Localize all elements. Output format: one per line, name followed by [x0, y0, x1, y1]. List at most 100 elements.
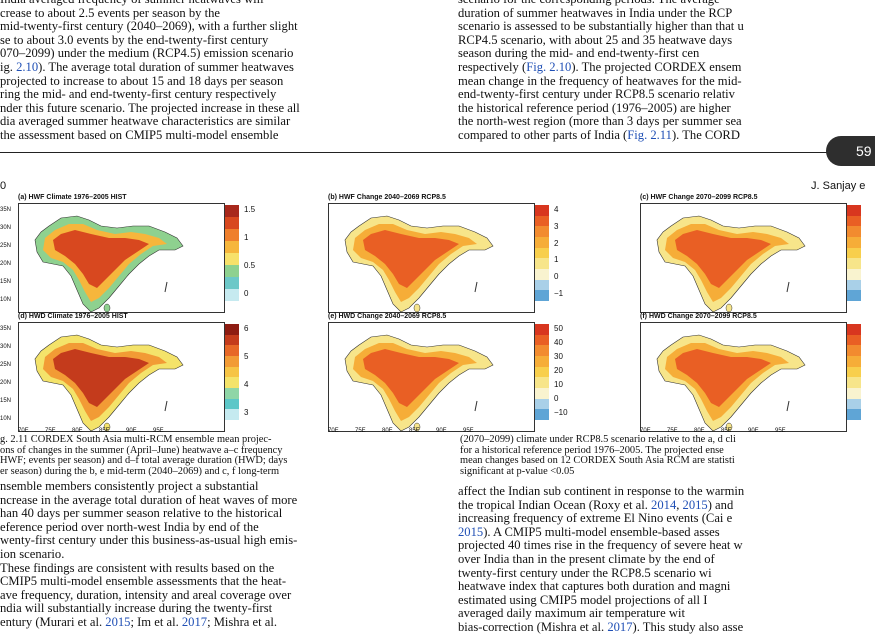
colorbar-swatch — [535, 398, 549, 410]
sri-lanka-shape — [413, 303, 421, 312]
colorbar-label: 1 — [244, 233, 249, 242]
colorbar-swatch — [847, 377, 861, 388]
colorbar-swatch — [847, 355, 861, 367]
colorbar-swatch — [535, 226, 549, 237]
colorbar-swatch — [847, 247, 861, 259]
longitude-label: 95E — [463, 428, 474, 434]
colorbar-swatch — [225, 377, 239, 388]
colorbar-swatch — [535, 279, 549, 291]
colorbar-swatch — [225, 229, 239, 241]
colorbar-swatch — [225, 366, 239, 378]
colorbar-swatch — [535, 268, 549, 280]
text-line: RCP4.5 scenario, with about 25 and 35 he… — [458, 32, 733, 47]
colorbar-label: 0.5 — [244, 261, 256, 270]
text-line: respectively (Fig. 2.10). The projected … — [458, 59, 742, 74]
text-line: the north-west region (more than 3 days … — [458, 114, 742, 129]
colorbar — [535, 324, 549, 420]
colorbar-swatch — [535, 290, 549, 301]
text-line: wenty-first century under this business-… — [0, 533, 298, 548]
text-line: projected 40 times rise in the frequency… — [458, 538, 743, 553]
figure-panel: (b) HWF Change 2040–2069 RCP8.5 4 3 2 1 0 −1 — [310, 194, 566, 317]
map-shading — [53, 230, 149, 288]
page-separator-rule — [0, 152, 840, 153]
page-number: 59 — [856, 143, 872, 159]
colorbar-label: 1 — [554, 255, 559, 265]
figure-caption-right: (2070–2099) climate under RCP8.5 scenari… — [460, 434, 736, 477]
colorbar-swatch — [847, 268, 861, 280]
india-map — [328, 322, 535, 432]
latitude-label: 35N — [0, 326, 12, 332]
andaman-islands-mark — [786, 400, 790, 412]
colorbar-swatch — [847, 236, 861, 248]
latitude-label: 25N — [0, 362, 12, 368]
longitude-label: 90E — [436, 428, 447, 434]
india-map — [18, 322, 225, 432]
text-line: averaged daily maximum air temperature w… — [458, 606, 685, 621]
panel-title: (f) HWD Change 2070–2099 RCP8.5 — [640, 313, 757, 320]
colorbar — [225, 324, 239, 420]
colorbar-swatch — [535, 258, 549, 269]
text-line: CMIP5 multi-model ensemble assessments t… — [0, 574, 287, 589]
text-line: han 40 days per summer season relative t… — [0, 506, 283, 521]
sri-lanka-shape — [725, 422, 733, 431]
colorbar — [225, 205, 239, 301]
running-head-right: J. Sanjay e — [811, 180, 866, 192]
colorbar-swatch — [225, 409, 239, 420]
longitude-label: 90E — [748, 428, 759, 434]
map-shading — [363, 230, 459, 288]
colorbar-label: −10 — [554, 408, 568, 417]
text-line: nsemble members consistently project a s… — [0, 480, 259, 493]
text-line: significant at p-value <0.05 — [460, 465, 575, 477]
text-line: scenario for the corresponding periods. … — [458, 0, 875, 7]
colorbar-swatch — [535, 247, 549, 259]
text-line: g. 2.11 CORDEX South Asia multi-RCM ense… — [0, 434, 272, 445]
longitude-label: 75E — [667, 428, 678, 434]
india-map — [640, 203, 847, 313]
page-number-tab: 59 — [826, 136, 875, 166]
colorbar-label: 50 — [554, 324, 563, 333]
longitude-label: 70E — [18, 428, 29, 434]
text-line: 2015). A CMIP5 multi-model ensemble-base… — [458, 524, 720, 539]
text-line: dia averaged summer heatwave characteris… — [0, 114, 291, 129]
colorbar-label: 3 — [244, 408, 249, 417]
colorbar-label: 4 — [244, 380, 249, 389]
colorbar-swatch — [225, 355, 239, 367]
latitude-label: 15N — [0, 279, 12, 285]
sri-lanka-shape — [103, 422, 111, 431]
colorbar-swatch — [225, 253, 239, 265]
andaman-islands-mark — [474, 400, 478, 412]
latitude-label: 20N — [0, 380, 12, 386]
colorbar-swatch — [535, 387, 549, 399]
text-line: (2070–2099) climate under RCP8.5 scenari… — [460, 434, 736, 445]
latitude-label: 30N — [0, 344, 12, 350]
andaman-islands-mark — [164, 281, 168, 293]
colorbar-label: 20 — [554, 366, 563, 375]
text-line: compared to other parts of India (Fig. 2… — [458, 127, 740, 142]
colorbar-swatch — [847, 398, 861, 410]
colorbar-swatch — [225, 324, 239, 335]
figure-panel: (a) HWF Climate 1976–2005 HIST 35N 30N 25N 2… — [0, 194, 256, 317]
colorbar-swatch — [847, 205, 861, 216]
longitude-label: 90E — [126, 428, 137, 434]
text-line: duration of summer heatwaves in India un… — [458, 5, 733, 20]
colorbar — [535, 205, 549, 301]
text-line: ncrease in the average total duration of… — [0, 492, 298, 507]
latitude-label: 25N — [0, 243, 12, 249]
figure-caption-left: g. 2.11 CORDEX South Asia multi-RCM ense… — [0, 434, 287, 477]
text-line: ndia will substantially increase during … — [0, 601, 273, 616]
colorbar-swatch — [225, 277, 239, 289]
text-line: India averaged frequency of summer heatw… — [0, 0, 440, 7]
longitude-label: 70E — [640, 428, 651, 434]
colorbar-swatch — [847, 290, 861, 301]
colorbar-swatch — [847, 258, 861, 269]
longitude-label: 75E — [45, 428, 56, 434]
colorbar-swatch — [225, 387, 239, 399]
colorbar-label: 0 — [244, 289, 249, 298]
text-line: affect the Indian sub continent in respo… — [458, 485, 745, 498]
text-line: estimated using CMIP5 model projections … — [458, 592, 708, 607]
text-line: se to about 3.0 events by the end-twenty… — [0, 32, 269, 47]
colorbar-swatch — [535, 324, 549, 335]
text-line: mean changes based on 12 CORDEX South As… — [460, 455, 735, 467]
longitude-label: 85E — [99, 428, 110, 434]
text-line: mean change in the frequency of heatwave… — [458, 73, 742, 88]
